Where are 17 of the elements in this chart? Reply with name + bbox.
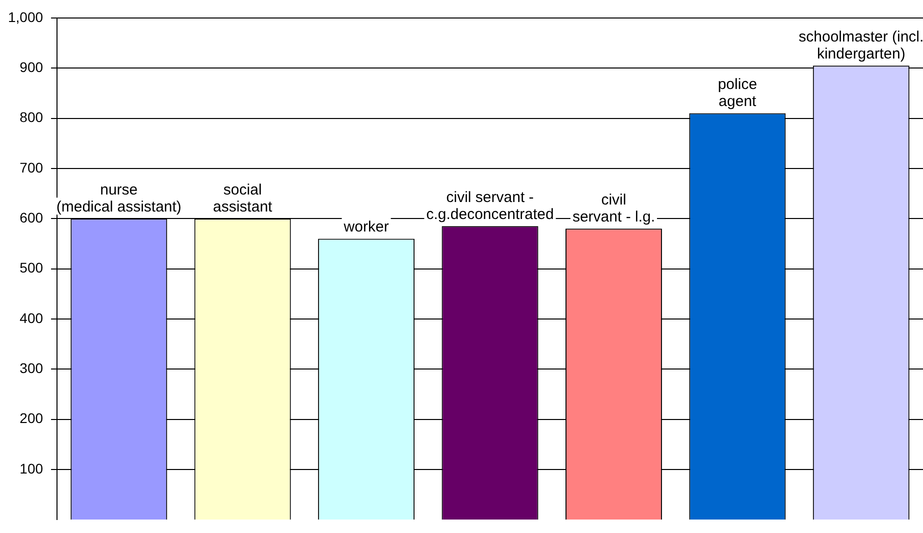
y-tick-label: 600 [20,210,44,226]
x-tick-label: schoolmaster (incl. kindergarten) [798,28,923,62]
x-tick-label: civil servant - l.g. [572,191,655,226]
x-tick-label: police agent [718,76,758,110]
y-tick-label: 300 [20,360,44,376]
y-tick-label: 400 [20,310,44,326]
x-tick-label: civil servant - c.g.deconcentrated [426,188,554,223]
x-tick-label: worker [342,218,389,236]
y-tick-label: 800 [20,109,44,126]
y-tick-label: 900 [20,59,44,76]
x-tick-label: social assistant [212,181,274,216]
y-tick-label: 200 [20,410,44,426]
y-tick-label: 700 [20,159,44,176]
y-tick-label: 100 [20,460,44,476]
x-tick-label: nurse (medical assistant) [56,181,182,216]
y-tick-label: 1,000 [8,8,44,25]
y-tick-label: 500 [20,260,44,276]
